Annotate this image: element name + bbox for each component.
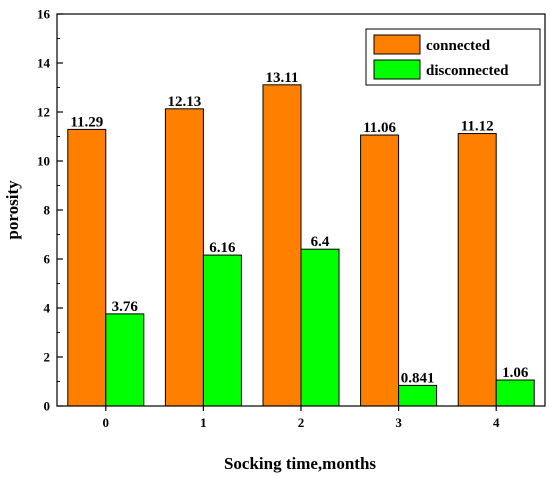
data-label-disconnected: 6.4 (311, 234, 330, 250)
x-axis: 0 1 2 3 4 (103, 406, 500, 430)
bar-connected (164, 108, 204, 407)
data-label-connected: 12.13 (168, 94, 202, 110)
bars-layer (67, 84, 535, 407)
legend-label-disconnected: disconnected (426, 63, 509, 79)
data-label-disconnected: 0.841 (401, 370, 435, 386)
bar-connected (67, 128, 107, 407)
data-label-connected: 11.12 (461, 119, 494, 135)
data-labels-layer: 11.29 3.76 12.13 6.16 13.11 6.4 11.06 0.841 11.1… (70, 70, 528, 387)
data-label-disconnected: 1.06 (502, 365, 529, 381)
y-tick-label: 10 (37, 154, 50, 169)
bar-connected (262, 84, 302, 407)
data-label-connected: 11.06 (363, 120, 396, 136)
legend-swatch-connected (373, 34, 421, 55)
x-axis-title: Socking time,months (224, 454, 376, 473)
bar-connected (360, 134, 400, 407)
y-axis-title: porosity (3, 180, 22, 240)
data-label-connected: 11.29 (70, 114, 103, 130)
legend-label-connected: connected (426, 38, 491, 54)
legend: connected disconnected (365, 28, 541, 86)
x-tick-label: 0 (103, 415, 110, 430)
x-tick-label: 2 (298, 415, 305, 430)
y-tick-label: 6 (44, 252, 51, 267)
bar-disconnected (202, 254, 242, 407)
bar-disconnected (398, 384, 438, 407)
y-tick-label: 8 (44, 203, 51, 218)
y-tick-label: 14 (37, 56, 51, 71)
bar-disconnected (495, 379, 535, 407)
legend-swatch-disconnected (373, 59, 421, 80)
bar-disconnected (105, 313, 145, 407)
y-tick-label: 16 (37, 7, 51, 22)
data-label-connected: 13.11 (266, 70, 299, 86)
data-label-disconnected: 6.16 (209, 240, 236, 256)
y-tick-label: 0 (44, 399, 51, 414)
y-tick-label: 4 (44, 301, 51, 316)
x-tick-label: 3 (395, 415, 402, 430)
data-label-disconnected: 3.76 (112, 299, 139, 315)
x-tick-label: 4 (493, 415, 500, 430)
y-axis: 0 2 4 6 8 10 12 14 16 (37, 7, 63, 414)
x-tick-label: 1 (200, 415, 207, 430)
bar-disconnected (300, 248, 340, 407)
bar-connected (457, 133, 497, 407)
y-tick-label: 2 (44, 350, 51, 365)
y-tick-label: 12 (37, 105, 50, 120)
